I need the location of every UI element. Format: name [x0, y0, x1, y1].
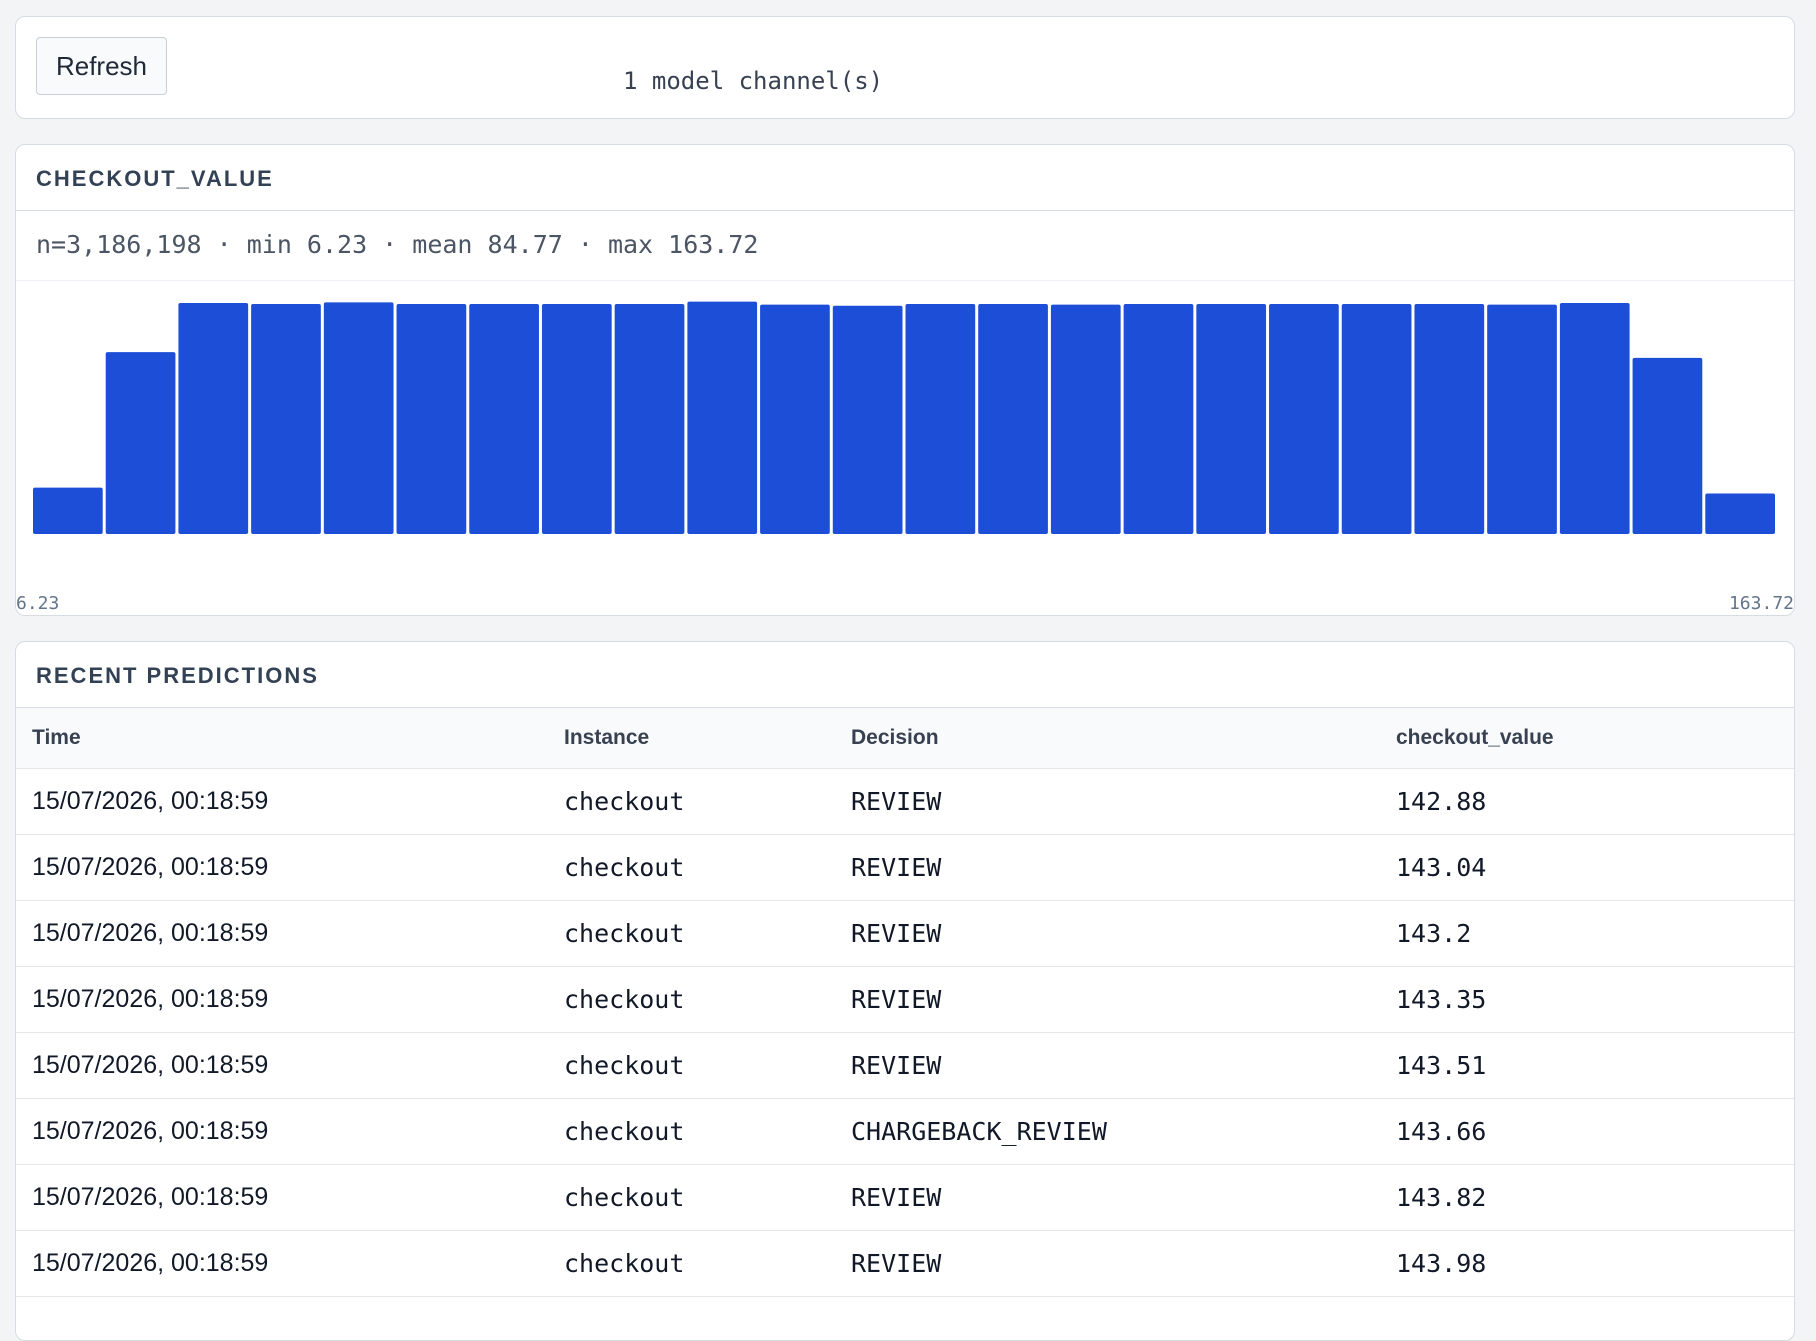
histogram-bar	[832, 305, 903, 534]
histogram-bar	[1487, 304, 1557, 534]
table-row[interactable]: 15/07/2026, 00:18:59 checkout REVIEW 143.51	[16, 1032, 1794, 1099]
histogram-bar	[105, 352, 176, 534]
channel-count: 1 model channel(s)	[623, 67, 884, 95]
histogram-header: CHECKOUT_VALUE	[16, 145, 1794, 211]
histogram-bar	[1705, 493, 1775, 534]
cell-checkout-value: 143.98	[1380, 1230, 1794, 1297]
table-row[interactable]: 15/07/2026, 00:18:59 checkout REVIEW 143.35	[16, 966, 1794, 1033]
histogram-bars	[33, 301, 1775, 534]
cell-time: 15/07/2026, 00:18:59	[16, 1164, 548, 1231]
column-header-instance[interactable]: Instance	[548, 708, 835, 769]
histogram-panel: CHECKOUT_VALUE n=3,186,198 · min 6.23 · …	[15, 144, 1795, 616]
predictions-header: RECENT PREDICTIONS	[16, 642, 1794, 708]
histogram-bar	[760, 304, 830, 534]
histogram-bar	[541, 303, 612, 534]
histogram-bar	[323, 302, 394, 534]
histogram-chart: 6.23 163.72	[16, 301, 1794, 614]
cell-checkout-value: 143.2	[1380, 900, 1794, 967]
histogram-bar	[1123, 303, 1194, 534]
cell-instance: checkout	[548, 1098, 835, 1165]
histogram-bar	[1050, 304, 1121, 534]
cell-instance: checkout	[548, 1164, 835, 1231]
cell-decision: REVIEW	[835, 1032, 1380, 1099]
histogram-bar	[978, 303, 1048, 534]
predictions-table: Time Instance Decision checkout_value 15…	[16, 708, 1794, 1297]
table-row[interactable]: 15/07/2026, 00:18:59 checkout REVIEW 143.2	[16, 900, 1794, 967]
cell-instance: checkout	[548, 1230, 835, 1297]
x-tick-min: 6.23	[16, 593, 59, 614]
cell-checkout-value: 143.35	[1380, 966, 1794, 1033]
refresh-button[interactable]: Refresh	[36, 37, 167, 95]
histogram-stats: n=3,186,198 · min 6.23 · mean 84.77 · ma…	[36, 230, 759, 259]
histogram-bar	[687, 301, 758, 534]
cell-time: 15/07/2026, 00:18:59	[16, 1230, 548, 1297]
column-header-time[interactable]: Time	[16, 708, 548, 769]
cell-decision: REVIEW	[835, 966, 1380, 1033]
table-header-row: Time Instance Decision checkout_value	[16, 708, 1794, 769]
histogram-bar	[469, 303, 539, 534]
toolbar-panel: Refresh 1 model channel(s)	[15, 16, 1795, 119]
predictions-title: RECENT PREDICTIONS	[36, 663, 319, 688]
cell-decision: REVIEW	[835, 1164, 1380, 1231]
histogram-bar	[1341, 303, 1412, 534]
table-row[interactable]: 15/07/2026, 00:18:59 checkout CHARGEBACK_R…	[16, 1098, 1794, 1165]
cell-time: 15/07/2026, 00:18:59	[16, 900, 548, 967]
cell-decision: REVIEW	[835, 900, 1380, 967]
table-row[interactable]: 15/07/2026, 00:18:59 checkout REVIEW 143.98	[16, 1230, 1794, 1297]
histogram-bar	[251, 303, 321, 534]
histogram-title: CHECKOUT_VALUE	[36, 166, 274, 191]
histogram-bar	[396, 303, 467, 534]
table-row[interactable]: 15/07/2026, 00:18:59 checkout REVIEW 142.88	[16, 768, 1794, 835]
predictions-panel: RECENT PREDICTIONS Time Instance Decisio…	[15, 641, 1795, 1341]
cell-time: 15/07/2026, 00:18:59	[16, 966, 548, 1033]
cell-decision: REVIEW	[835, 834, 1380, 901]
cell-checkout-value: 143.51	[1380, 1032, 1794, 1099]
histogram-bar	[905, 303, 976, 534]
histogram-bar	[1632, 357, 1703, 534]
cell-checkout-value: 142.88	[1380, 768, 1794, 835]
cell-decision: CHARGEBACK_REVIEW	[835, 1098, 1380, 1165]
stats-divider	[16, 280, 1794, 281]
table-row[interactable]: 15/07/2026, 00:18:59 checkout REVIEW 143.04	[16, 834, 1794, 901]
x-tick-max: 163.72	[1729, 593, 1794, 614]
cell-checkout-value: 143.82	[1380, 1164, 1794, 1231]
histogram-bar	[1196, 303, 1267, 534]
cell-instance: checkout	[548, 966, 835, 1033]
cell-time: 15/07/2026, 00:18:59	[16, 834, 548, 901]
cell-instance: checkout	[548, 900, 835, 967]
cell-decision: REVIEW	[835, 1230, 1380, 1297]
cell-instance: checkout	[548, 768, 835, 835]
cell-checkout-value: 143.04	[1380, 834, 1794, 901]
cell-instance: checkout	[548, 834, 835, 901]
histogram-bar	[178, 303, 249, 534]
histogram-bar	[1269, 303, 1339, 534]
histogram-bar	[1559, 303, 1630, 534]
cell-checkout-value: 143.66	[1380, 1098, 1794, 1165]
cell-decision: REVIEW	[835, 768, 1380, 835]
histogram-bar	[1414, 303, 1485, 534]
histogram-bar	[33, 487, 103, 534]
histogram-bar	[614, 303, 685, 534]
column-header-decision[interactable]: Decision	[835, 708, 1380, 769]
column-header-checkout-value[interactable]: checkout_value	[1380, 708, 1794, 769]
cell-time: 15/07/2026, 00:18:59	[16, 1032, 548, 1099]
cell-time: 15/07/2026, 00:18:59	[16, 1098, 548, 1165]
table-row[interactable]: 15/07/2026, 00:18:59 checkout REVIEW 143.82	[16, 1164, 1794, 1231]
cell-time: 15/07/2026, 00:18:59	[16, 768, 548, 835]
cell-instance: checkout	[548, 1032, 835, 1099]
